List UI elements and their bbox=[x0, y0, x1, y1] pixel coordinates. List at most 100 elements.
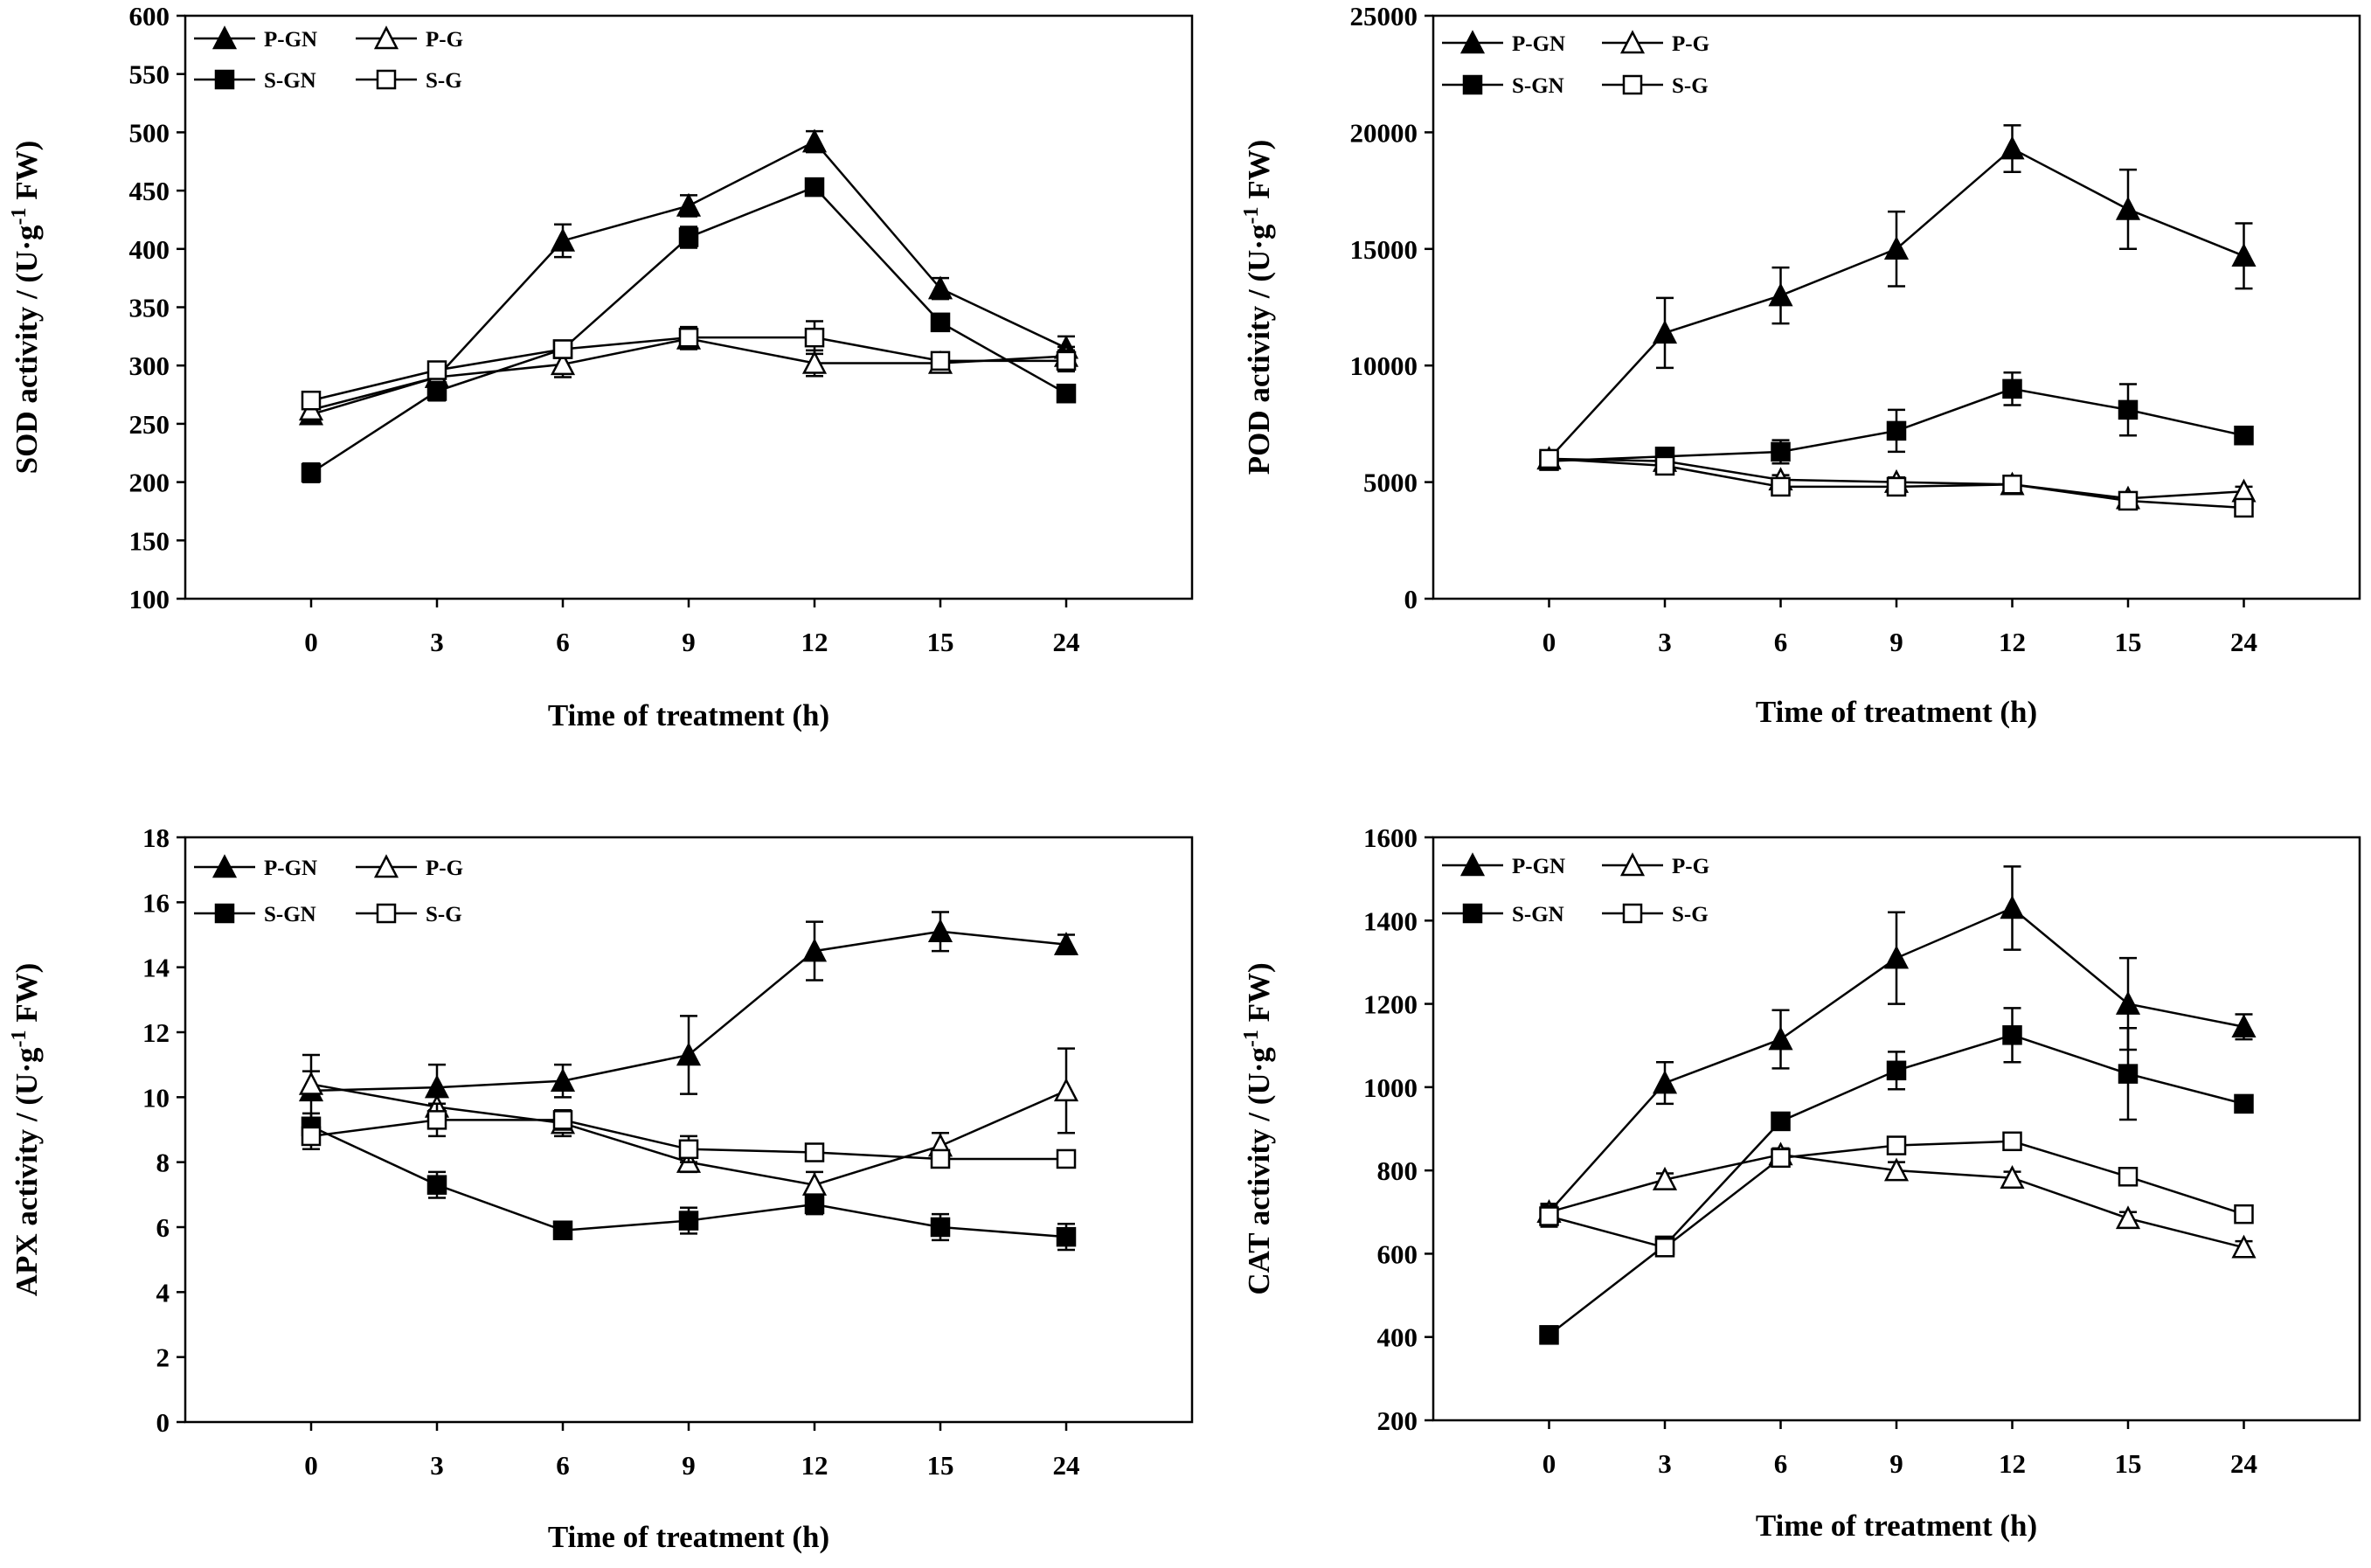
data-point bbox=[552, 1110, 573, 1130]
legend-entry-p-g: P-G bbox=[1602, 30, 1709, 56]
y-tick-label: 1400 bbox=[1363, 905, 1418, 936]
x-tick-label: 0 bbox=[1543, 627, 1556, 657]
y-tick-label: 6 bbox=[156, 1212, 170, 1243]
legend-marker bbox=[1622, 903, 1643, 924]
data-point bbox=[678, 1211, 699, 1231]
data-point bbox=[550, 1068, 576, 1092]
data-point bbox=[2115, 990, 2141, 1015]
x-tick-label: 24 bbox=[2230, 1448, 2257, 1479]
data-point bbox=[1771, 476, 1791, 497]
legend-marker bbox=[1622, 74, 1643, 95]
legend-marker bbox=[214, 69, 235, 90]
data-point bbox=[801, 938, 828, 962]
data-point bbox=[804, 1142, 825, 1162]
data-point bbox=[1056, 1226, 1077, 1247]
data-point bbox=[2231, 1014, 2257, 1038]
data-point bbox=[1654, 1238, 1675, 1258]
series-s-g bbox=[301, 320, 1077, 411]
y-tick-label: 1600 bbox=[1363, 822, 1418, 853]
x-tick-label: 12 bbox=[801, 1450, 828, 1481]
y-tick-label: 600 bbox=[129, 1, 170, 31]
data-point bbox=[2231, 1234, 2257, 1259]
data-point bbox=[2002, 378, 2022, 399]
legend-marker bbox=[376, 69, 397, 90]
legend-marker bbox=[1462, 903, 1483, 924]
series-p-g bbox=[1536, 1141, 2257, 1259]
data-point bbox=[1539, 1325, 1559, 1345]
legend-label: S-G bbox=[426, 69, 462, 93]
data-point bbox=[550, 227, 576, 252]
data-point bbox=[1768, 1026, 1793, 1051]
x-axis-title: Time of treatment (h) bbox=[1756, 695, 2037, 729]
legend-label: P-GN bbox=[264, 857, 317, 880]
data-point bbox=[1056, 383, 1077, 404]
data-point bbox=[930, 350, 951, 371]
y-tick-label: 250 bbox=[129, 409, 170, 440]
x-tick-label: 0 bbox=[304, 627, 318, 657]
legend-label: S-G bbox=[426, 903, 462, 926]
legend-entry-p-gn: P-GN bbox=[1442, 30, 1565, 56]
data-point bbox=[301, 1126, 322, 1147]
y-tick-label: 18 bbox=[142, 822, 170, 853]
legend-entry-p-gn: P-GN bbox=[1442, 852, 1565, 878]
plot-frame bbox=[184, 836, 1194, 1424]
y-tick-label: 20000 bbox=[1350, 117, 1418, 148]
data-point bbox=[1053, 1078, 1079, 1102]
data-point bbox=[2115, 196, 2141, 220]
legend-entry-p-g: P-G bbox=[1602, 852, 1709, 878]
data-point bbox=[552, 1220, 573, 1240]
data-point bbox=[2115, 1205, 2141, 1230]
y-axis-title: SOD activity / (U·g-1 FW) bbox=[8, 141, 44, 475]
data-point bbox=[2000, 135, 2025, 160]
legend-label: P-GN bbox=[1512, 855, 1565, 878]
x-tick-label: 12 bbox=[1999, 1448, 2026, 1479]
data-point bbox=[1652, 1070, 1678, 1094]
x-tick-label: 9 bbox=[1889, 1448, 1903, 1479]
data-point bbox=[2002, 1131, 2022, 1152]
y-tick-label: 8 bbox=[156, 1148, 170, 1178]
legend-marker bbox=[376, 903, 397, 924]
data-point bbox=[1056, 1148, 1077, 1169]
data-point bbox=[2000, 1165, 2025, 1189]
series-p-gn bbox=[298, 128, 1079, 426]
y-tick-label: 200 bbox=[1377, 1405, 1418, 1436]
x-tick-label: 0 bbox=[1543, 1448, 1556, 1479]
legend-label: S-GN bbox=[1512, 74, 1564, 98]
legend-marker bbox=[1619, 852, 1646, 877]
legend-entry-s-g: S-G bbox=[1602, 903, 1709, 926]
chart-panel-top-right: 0 5000 10000 15000 20000 25000 0 3 6 9 12 15 24 Time … bbox=[1240, 1, 2361, 729]
data-point bbox=[426, 381, 447, 401]
data-point bbox=[804, 1194, 825, 1215]
data-point bbox=[930, 312, 951, 333]
y-tick-label: 0 bbox=[1404, 584, 1418, 614]
x-tick-label: 0 bbox=[304, 1450, 318, 1481]
chart-panel-top-left: 100 150 200 250 300 350 400 450 500 550 600 0 3 6 9 12 1… bbox=[8, 1, 1194, 732]
legend: P-GN P-G S-GN S-G bbox=[1442, 852, 1709, 926]
y-tick-label: 1000 bbox=[1363, 1072, 1418, 1103]
legend-marker bbox=[211, 25, 238, 50]
data-point bbox=[678, 227, 699, 247]
y-axis-title: CAT activity / (U·g-1 FW) bbox=[1240, 962, 1276, 1294]
legend-entry-p-gn: P-GN bbox=[194, 854, 317, 880]
y-tick-label: 25000 bbox=[1350, 1, 1418, 31]
data-point bbox=[426, 1175, 447, 1195]
y-tick-label: 400 bbox=[129, 234, 170, 265]
x-tick-label: 24 bbox=[1053, 627, 1080, 657]
data-point bbox=[1883, 236, 1910, 260]
series-s-g bbox=[301, 1102, 1077, 1169]
x-tick-label: 15 bbox=[927, 1450, 954, 1481]
data-point bbox=[1886, 1135, 1907, 1155]
data-point bbox=[2234, 425, 2254, 446]
y-tick-label: 800 bbox=[1377, 1155, 1418, 1186]
legend: P-GN P-G S-GN S-G bbox=[1442, 30, 1709, 98]
legend-entry-p-g: P-G bbox=[356, 25, 463, 52]
data-point bbox=[1652, 320, 1678, 344]
y-tick-label: 0 bbox=[156, 1407, 170, 1438]
legend: P-GN P-G S-GN S-G bbox=[194, 25, 463, 93]
legend-label: S-GN bbox=[264, 903, 316, 926]
data-point bbox=[678, 1139, 699, 1160]
legend-entry-s-gn: S-GN bbox=[194, 903, 316, 926]
y-axis-title: APX activity / (U·g-1 FW) bbox=[8, 963, 44, 1297]
